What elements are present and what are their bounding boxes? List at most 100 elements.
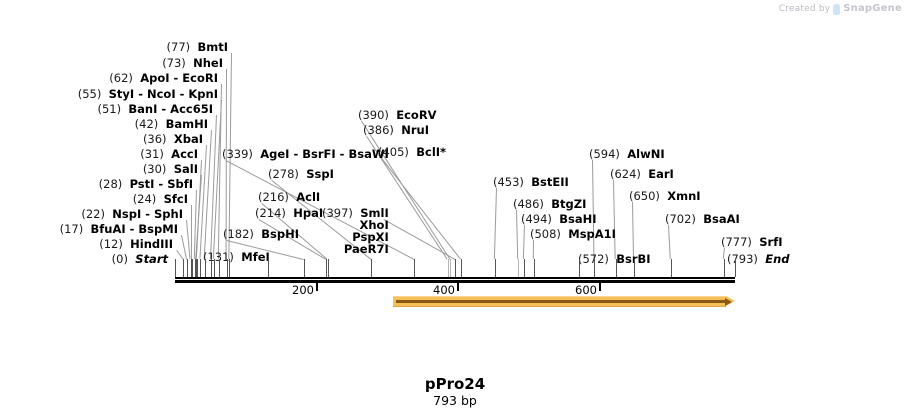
enzyme-label[interactable]: (793) End — [727, 253, 790, 265]
enzyme-name: Acc65I — [170, 102, 213, 116]
enzyme-label[interactable]: (31) AccI — [140, 148, 198, 160]
ruler-tick — [316, 283, 318, 291]
enzyme-label[interactable]: (30) SalI — [143, 163, 198, 175]
enzyme-position: (17) — [59, 222, 84, 236]
enzyme-name: PstI — [129, 177, 155, 191]
enzyme-label[interactable]: (650) XmnI — [629, 190, 701, 202]
cut-site-tick — [187, 259, 188, 277]
enzyme-name: StyI — [108, 87, 135, 101]
enzyme-label[interactable]: (572) BsrBI — [578, 253, 651, 265]
plasmid-length: 793 bp — [433, 393, 477, 408]
enzyme-name-group: BstEII — [531, 175, 569, 189]
enzyme-position: (31) — [140, 147, 164, 161]
enzyme-name: BsrFI — [302, 147, 336, 161]
enzyme-label[interactable]: (339) AgeI - BsrFI - BsaWI — [222, 148, 389, 160]
enzyme-label[interactable]: (508) MspA1I — [530, 228, 616, 240]
enzyme-label[interactable]: (182) BspHI — [223, 228, 299, 240]
enzyme-label-line: PaeR7I — [344, 243, 389, 255]
enzyme-label[interactable]: (28) PstI - SbfI — [99, 178, 193, 190]
enzyme-name: BamHI — [165, 117, 208, 131]
enzyme-separator: - — [335, 147, 349, 161]
enzyme-label[interactable]: (24) SfcI — [133, 193, 188, 205]
enzyme-name: AccI — [171, 147, 198, 161]
enzyme-position: (0) — [111, 252, 128, 266]
enzyme-label[interactable]: (17) BfuAI - BspMI — [60, 223, 178, 235]
enzyme-name-group: EcoRV — [396, 108, 436, 122]
enzyme-label[interactable]: (36) XbaI — [143, 133, 203, 145]
enzyme-label[interactable]: (216) AclI — [258, 191, 320, 203]
leader-line — [592, 160, 595, 260]
enzyme-label[interactable]: (453) BstEII — [493, 176, 569, 188]
enzyme-label[interactable]: (51) BanI - Acc65I — [97, 103, 213, 115]
enzyme-name-group: SrfI — [759, 235, 782, 249]
enzyme-label[interactable]: (55) StyI - NcoI - KpnI — [78, 88, 218, 100]
enzyme-label[interactable]: (405) BclI* — [378, 146, 446, 158]
cut-site-tick — [175, 259, 176, 277]
enzyme-separator: - — [157, 102, 171, 116]
enzyme-position: (42) — [134, 117, 159, 131]
enzyme-name-group: Start — [135, 252, 168, 266]
enzyme-name: SalI — [173, 162, 198, 176]
enzyme-label[interactable]: (131) MfeI — [203, 251, 270, 263]
enzyme-label[interactable]: (397) SmlI XhoI PspXI PaeR7I — [322, 207, 389, 255]
enzyme-label[interactable]: (494) BsaHI — [521, 213, 597, 225]
enzyme-name: AclI — [296, 190, 321, 204]
enzyme-label[interactable]: (486) BtgZI — [513, 198, 586, 210]
enzyme-label[interactable]: (73) NheI — [162, 57, 223, 69]
feature-arrow-stroke — [395, 300, 725, 303]
enzyme-label[interactable]: (77) BmtI — [167, 41, 228, 53]
cut-site-tick — [455, 259, 456, 277]
enzyme-name-group: BsrBI — [616, 252, 650, 266]
cut-site-tick — [724, 259, 725, 277]
enzyme-name: KpnI — [188, 87, 218, 101]
enzyme-name-group: BspHI — [261, 227, 299, 241]
feature-arrow-head-stroke — [724, 297, 732, 306]
cut-site-tick — [227, 259, 228, 277]
enzyme-name: BspHI — [261, 227, 299, 241]
enzyme-label[interactable]: (278) SspI — [268, 168, 334, 180]
enzyme-position: (494) — [521, 212, 552, 226]
enzyme-name: BmtI — [197, 40, 228, 54]
cut-site-tick — [197, 259, 198, 277]
enzyme-label[interactable]: (42) BamHI — [135, 118, 208, 130]
enzyme-label[interactable]: (390) EcoRV — [358, 109, 437, 121]
enzyme-label[interactable]: (594) AlwNI — [589, 148, 665, 160]
enzyme-name-group: AgeI - BsrFI - BsaWI — [260, 147, 389, 161]
enzyme-position: (508) — [530, 227, 561, 241]
enzyme-label[interactable]: (22) NspI - SphI — [81, 208, 183, 220]
enzyme-label[interactable]: (386) NruI — [363, 124, 429, 136]
cut-site-tick — [183, 259, 184, 277]
enzyme-label[interactable]: (12) HindIII — [99, 238, 173, 250]
cut-site-tick — [634, 259, 635, 277]
enzyme-position: (182) — [223, 227, 254, 241]
enzyme-name-group: HindIII — [130, 237, 173, 251]
enzyme-name-group: NheI — [193, 56, 223, 70]
enzyme-name: SspI — [306, 167, 334, 181]
enzyme-name-group: BanI - Acc65I — [128, 102, 213, 116]
cut-site-tick — [192, 259, 193, 277]
enzyme-position: (405) — [378, 145, 409, 159]
enzyme-name-group: PstI - SbfI — [130, 177, 193, 191]
leader-line — [186, 220, 191, 260]
enzyme-name: NcoI — [146, 87, 176, 101]
enzyme-label[interactable]: (777) SrfI — [721, 236, 783, 248]
leader-line — [668, 225, 671, 260]
enzyme-position: (216) — [258, 190, 289, 204]
enzyme-name: SphI — [154, 207, 183, 221]
enzyme-label[interactable]: (62) ApoI - EcoRI — [109, 72, 218, 84]
enzyme-label[interactable]: (0) Start — [112, 253, 168, 265]
enzyme-position: (793) — [727, 252, 758, 266]
enzyme-position: (624) — [610, 167, 641, 181]
leader-line — [493, 187, 497, 259]
enzyme-position: (24) — [132, 192, 157, 206]
enzyme-label[interactable]: (702) BsaAI — [665, 213, 740, 225]
enzyme-label[interactable]: (214) HpaI — [255, 207, 323, 219]
cut-site-tick — [461, 259, 462, 277]
enzyme-label[interactable]: (624) EarI — [610, 168, 674, 180]
enzyme-name-group: MfeI — [241, 250, 270, 264]
sequence-endpoint-label: Start — [135, 252, 168, 266]
enzyme-name-group: SalI — [174, 162, 198, 176]
enzyme-name-group: EarI — [648, 167, 674, 181]
cut-site-tick — [594, 259, 595, 277]
enzyme-label-stack: (397) SmlI XhoI PspXI PaeR7I — [322, 207, 389, 255]
